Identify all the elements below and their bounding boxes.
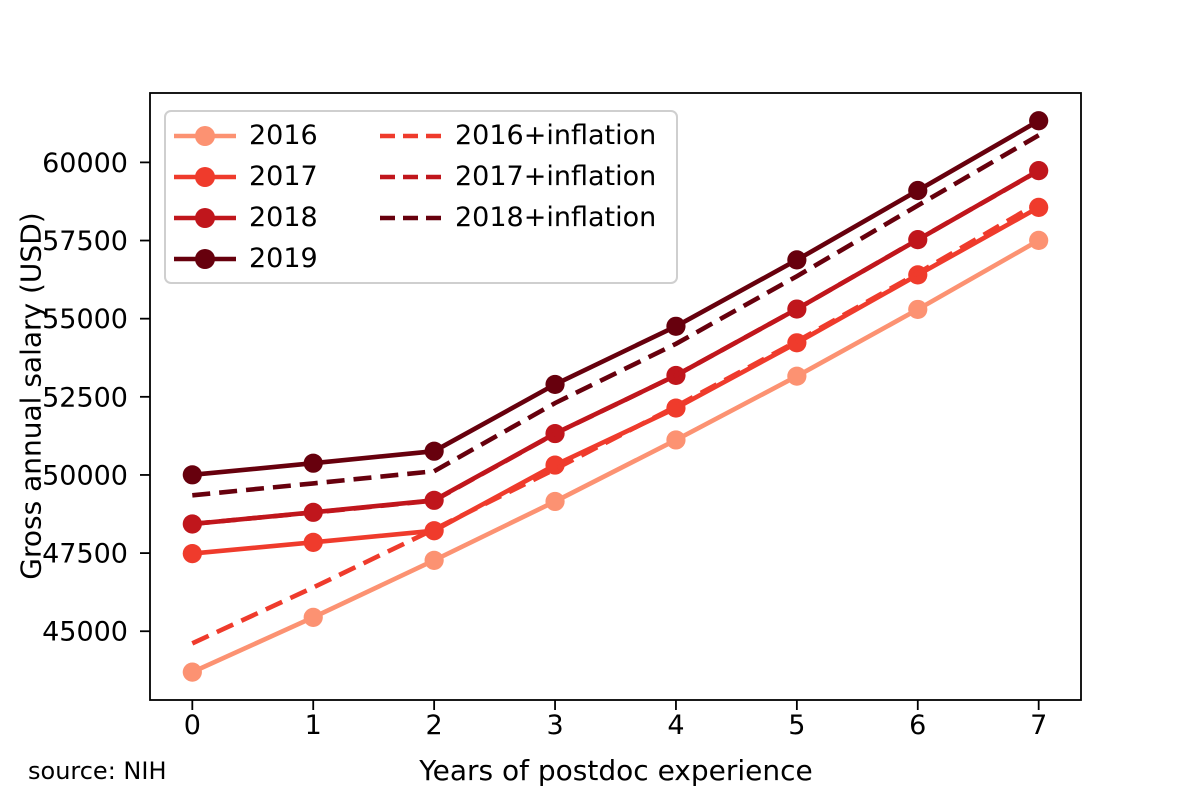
legend-sample-marker — [195, 207, 215, 228]
data-point-2016 — [787, 366, 807, 386]
y-tick-label: 52500 — [42, 382, 128, 413]
data-point-2019 — [787, 250, 807, 270]
data-point-2016 — [303, 607, 323, 627]
legend-line-marker-icon — [174, 248, 236, 269]
x-tick-label: 3 — [546, 710, 563, 741]
legend-entry-2017: 2017 — [174, 156, 380, 197]
legend-entry-2016: 2016 — [174, 115, 380, 156]
legend-label: 2016+inflation — [455, 120, 657, 151]
y-tick-label: 47500 — [42, 539, 128, 570]
legend-entry-2017+inflation: 2017+inflation — [380, 156, 656, 197]
legend-sample-marker — [195, 125, 215, 146]
y-tick-label: 57500 — [42, 226, 128, 257]
data-point-2017 — [545, 455, 565, 475]
legend-entry-2019: 2019 — [174, 238, 380, 279]
legend-entry-2018: 2018 — [174, 197, 380, 238]
legend-dashed-line-icon — [380, 133, 442, 138]
x-tick-label: 4 — [667, 710, 684, 741]
data-point-2018 — [1029, 161, 1049, 181]
source-note: source: NIH — [28, 757, 167, 785]
x-tick-label: 0 — [184, 710, 201, 741]
legend-entry-2016+inflation: 2016+inflation — [380, 115, 656, 156]
y-tick-label: 60000 — [42, 148, 128, 179]
legend: 2016 2017 2018 2019 2016+inflation 2017+infla… — [164, 110, 679, 284]
legend-dashed-line-icon — [380, 174, 442, 179]
data-point-2019 — [303, 453, 323, 473]
series-line-2017+inflation — [192, 168, 1040, 527]
data-point-2016 — [545, 491, 565, 512]
legend-label: 2018+inflation — [455, 202, 657, 233]
legend-entry-2018+inflation: 2018+inflation — [380, 197, 656, 238]
y-axis-label: Gross annual salary (USD) — [14, 212, 48, 580]
legend-sample-marker — [195, 248, 215, 269]
data-point-2019 — [908, 180, 928, 201]
data-point-2019 — [1029, 111, 1049, 131]
legend-label: 2017+inflation — [455, 161, 657, 192]
y-tick-label: 45000 — [42, 617, 128, 648]
legend-label: 2018 — [249, 202, 318, 233]
legend-dashed-line-icon — [380, 215, 442, 220]
series-line-2019 — [192, 118, 1040, 478]
data-point-2019 — [424, 441, 444, 461]
legend-label: 2016 — [249, 120, 318, 151]
y-tick-label: 50000 — [42, 460, 128, 491]
legend-sample-marker — [195, 166, 215, 187]
legend-label: 2017 — [249, 161, 318, 192]
series-line-2018+inflation — [192, 133, 1040, 498]
data-point-2016 — [424, 550, 444, 570]
data-point-2016 — [908, 299, 928, 320]
data-point-2019 — [545, 374, 565, 395]
data-point-2017 — [182, 543, 202, 564]
x-tick-label: 1 — [305, 710, 322, 741]
data-point-2016 — [1029, 230, 1049, 251]
x-axis-label: Years of postdoc experience — [419, 754, 813, 787]
y-tick-label: 55000 — [42, 304, 128, 335]
series-line-2016+inflation — [191, 200, 1040, 646]
legend-label: 2019 — [249, 243, 318, 274]
data-point-2016 — [182, 662, 202, 682]
x-tick-label: 2 — [426, 710, 443, 741]
data-point-2017 — [303, 532, 323, 552]
legend-line-marker-icon — [174, 207, 236, 228]
data-point-2016 — [666, 430, 686, 450]
data-point-2019 — [182, 465, 202, 485]
x-tick-label: 6 — [909, 710, 926, 741]
legend-line-marker-icon — [174, 166, 236, 187]
series-line-2016 — [191, 238, 1040, 675]
data-point-2017 — [1029, 197, 1049, 217]
x-tick-label: 5 — [788, 710, 805, 741]
data-point-2019 — [666, 316, 686, 336]
x-tick-label: 7 — [1030, 710, 1047, 741]
legend-line-marker-icon — [174, 125, 236, 146]
